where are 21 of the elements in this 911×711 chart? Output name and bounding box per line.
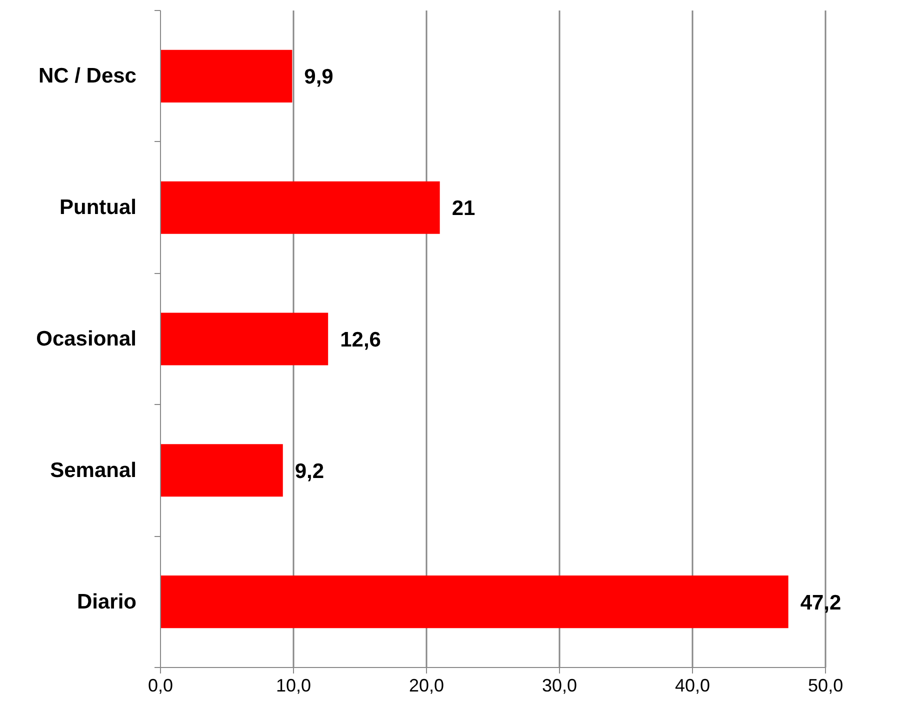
y-tick-label: Puntual bbox=[60, 196, 137, 220]
data-label: 21 bbox=[452, 197, 476, 220]
y-tick-label: Diario bbox=[76, 590, 136, 614]
x-tick-label: 0,0 bbox=[148, 676, 174, 696]
x-tick-label: 30,0 bbox=[542, 676, 578, 696]
y-tick-label: Ocasional bbox=[36, 328, 137, 350]
bar bbox=[160, 312, 328, 366]
data-label: 9,9 bbox=[304, 66, 334, 89]
bar bbox=[160, 181, 440, 234]
data-label: 9,2 bbox=[294, 460, 324, 483]
bar bbox=[160, 50, 292, 102]
bar bbox=[160, 576, 788, 628]
bar bbox=[160, 444, 283, 497]
x-tick-label: 40,0 bbox=[675, 676, 710, 696]
y-tick-label: NC / Desc bbox=[38, 64, 137, 88]
data-label: 47,2 bbox=[800, 591, 842, 614]
x-tick-label: 20,0 bbox=[409, 676, 444, 696]
y-tick-label: Semanal bbox=[50, 458, 137, 482]
x-tick-label: 50,0 bbox=[808, 676, 844, 696]
x-tick-label: 10,0 bbox=[276, 676, 312, 696]
data-label: 12,6 bbox=[340, 328, 381, 352]
